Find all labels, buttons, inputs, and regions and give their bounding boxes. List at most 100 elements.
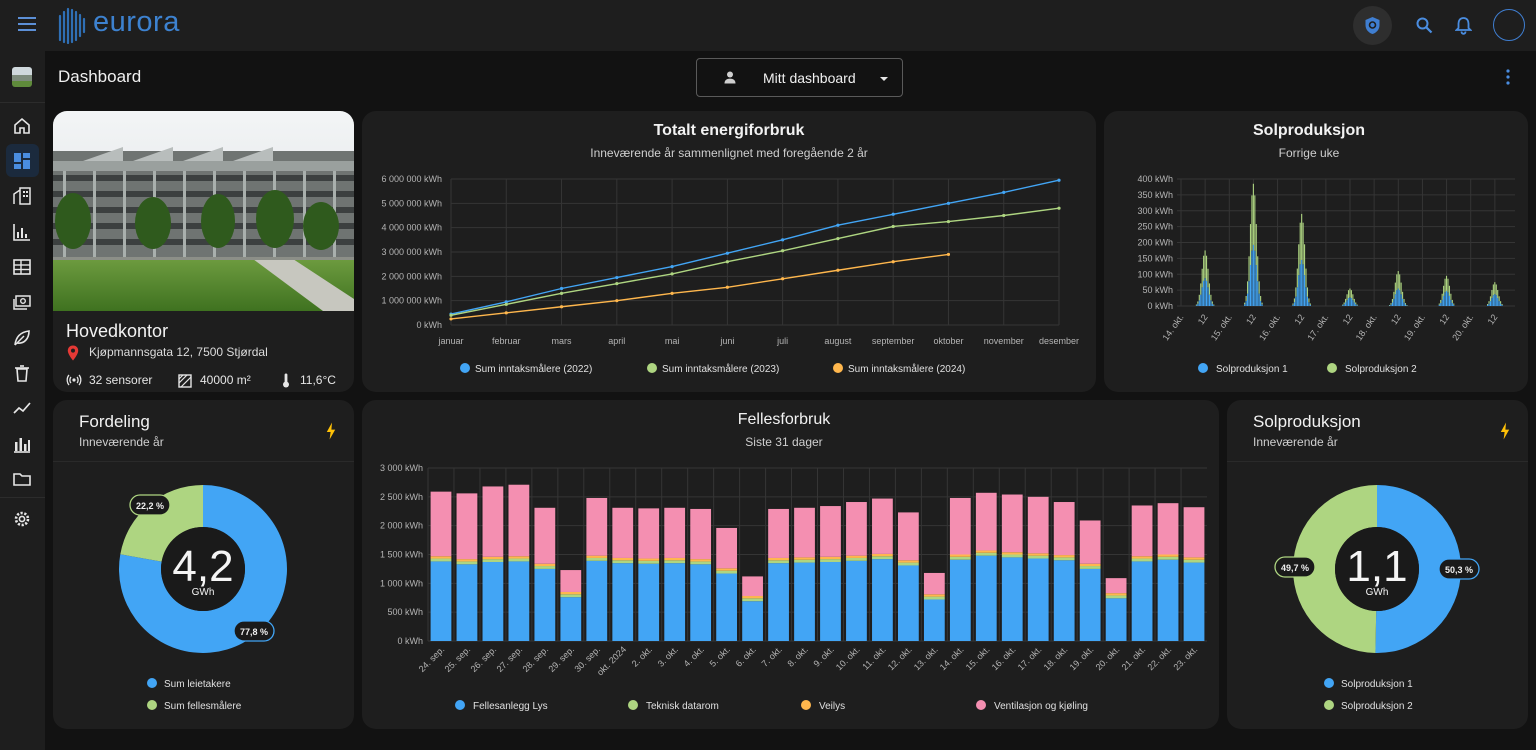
dashboard-icon[interactable] — [12, 151, 32, 171]
more-vert-icon[interactable] — [1505, 68, 1511, 86]
solar-bar — [1444, 292, 1446, 306]
solar-bar — [1390, 304, 1392, 306]
brand-name[interactable]: eurora — [93, 6, 180, 38]
x-tick-label: 3. okt. — [656, 644, 680, 668]
stacked-bar-segment — [430, 491, 452, 557]
solar-bar — [1497, 290, 1499, 299]
money-icon[interactable] — [12, 292, 32, 312]
stacked-bar-segment — [1183, 557, 1205, 560]
solar-bar — [1403, 302, 1405, 306]
sidebar-item-dashboard[interactable] — [6, 144, 39, 177]
eurora-logo-icon[interactable] — [54, 6, 88, 44]
stacked-bar-segment — [923, 596, 945, 600]
leaf-icon[interactable] — [12, 328, 32, 348]
series-line — [450, 179, 1060, 315]
solar-week-chart: 0 kWh 50 kWh 100 kWh 150 kWh 200 kWh 250 kWh 3… — [1137, 174, 1515, 375]
stacked-bar-segment — [1079, 568, 1101, 641]
y-tick-label: 250 kWh — [1137, 222, 1173, 232]
stacked-bar-segment — [638, 558, 660, 561]
solar-bar — [1200, 283, 1202, 295]
card-title: Solproduksjon — [1253, 412, 1361, 431]
search-icon[interactable] — [1416, 17, 1433, 34]
buildings-icon[interactable] — [12, 186, 32, 206]
x-tick-label: 5. okt. — [708, 644, 732, 668]
stacked-bar-segment — [846, 557, 867, 561]
stacked-bar-segment — [1001, 554, 1023, 558]
shield-icon — [1365, 17, 1380, 34]
solar-bar — [1251, 195, 1253, 251]
stacked-bar-segment — [690, 508, 712, 560]
solar-bar — [1293, 302, 1295, 306]
solar-bar — [1296, 287, 1298, 306]
x-tick-label: 15. okt. — [1209, 312, 1234, 342]
solar-bar — [1352, 300, 1354, 306]
stacked-bar-segment — [690, 559, 712, 562]
common-consumption-card[interactable]: Fellesforbruk Siste 31 dager 0 kWh 500 kW… — [362, 400, 1219, 729]
solar-week-card[interactable]: Solproduksjon Forrige uke 0 kWh 50 kWh 100… — [1104, 111, 1528, 392]
table-icon[interactable] — [12, 257, 32, 277]
card-subtitle: Inneværende år — [1253, 435, 1338, 449]
legend-label: Solproduksjon 1 — [1216, 364, 1288, 375]
solar-bar — [1197, 303, 1199, 306]
stacked-bar-segment — [586, 555, 608, 558]
data-point — [670, 272, 674, 276]
person-icon — [724, 71, 736, 84]
x-tick-label: 12 — [1341, 312, 1355, 326]
stacked-bar-segment — [975, 492, 997, 551]
y-tick-label: 2 000 kWh — [380, 521, 423, 531]
stacked-bar-segment — [1183, 507, 1205, 558]
legend-label: Sum leietakere — [164, 679, 231, 690]
trash-icon[interactable] — [12, 363, 32, 383]
lightning-icon[interactable] — [1500, 422, 1510, 440]
stacked-bar-segment — [897, 512, 919, 561]
solar-year-card[interactable]: Solproduksjon Inneværende år 1,1 GWh 50,3 … — [1227, 400, 1528, 729]
building-card[interactable]: Hovedkontor Kjøpmannsgata 12, 7500 Stjør… — [53, 111, 354, 392]
home-icon[interactable] — [12, 116, 32, 136]
solar-bar — [1257, 281, 1259, 306]
data-point — [615, 299, 619, 303]
stacked-bar-segment — [612, 563, 634, 641]
solar-bar — [1447, 278, 1449, 293]
solar-bar — [1211, 301, 1213, 304]
solar-bar — [1397, 271, 1399, 289]
data-point — [781, 238, 785, 242]
stacked-bar-segment — [768, 563, 789, 641]
card-title: Fellesforbruk — [737, 411, 831, 428]
columns-icon[interactable] — [12, 434, 32, 454]
total-energy-card[interactable]: Totalt energiforbruk Inneværende år samm… — [362, 111, 1096, 392]
y-tick-label: 200 kWh — [1137, 238, 1173, 248]
solar-bar — [1308, 298, 1310, 303]
solar-bar — [1350, 290, 1352, 299]
dashboard-select[interactable]: Mitt dashboard — [696, 58, 903, 97]
stacked-bar-segment — [482, 561, 504, 641]
x-tick-label: 26. sep. — [469, 644, 499, 674]
stacked-bar-segment — [1053, 557, 1075, 561]
menu-icon[interactable] — [18, 16, 37, 32]
lightning-icon[interactable] — [326, 422, 336, 440]
bell-icon[interactable] — [1455, 16, 1472, 35]
legend-label: Ventilasjon og kjøling — [994, 701, 1088, 712]
solar-bar — [1299, 264, 1301, 306]
y-tick-label: 0 kWh — [1147, 301, 1173, 311]
avatar[interactable] — [1493, 9, 1525, 41]
stacked-bar-segment — [1105, 593, 1127, 596]
stacked-bar-segment — [534, 563, 556, 567]
folder-icon[interactable] — [12, 469, 32, 489]
trend-icon[interactable] — [12, 398, 32, 418]
bar-chart-icon[interactable] — [12, 222, 32, 242]
solar-bar — [1342, 304, 1344, 306]
building-thumbnail[interactable] — [12, 67, 32, 87]
stacked-bar-segment — [1105, 595, 1127, 599]
stacked-bar-segment — [716, 573, 738, 641]
x-tick-label: oktober — [933, 336, 963, 346]
settings-icon[interactable] — [12, 509, 32, 529]
distribution-card[interactable]: Fordeling Inneværende år 4,2 GWh 77,8 % Sum… — [53, 400, 354, 729]
y-tick-label: 150 kWh — [1137, 253, 1173, 263]
data-point — [504, 300, 508, 304]
solar-bar — [1198, 294, 1200, 301]
solar-bar — [1201, 268, 1203, 288]
solar-bar — [1451, 299, 1453, 303]
legend-marker — [1198, 363, 1208, 373]
data-point — [615, 282, 619, 286]
shield-button[interactable] — [1353, 6, 1392, 45]
